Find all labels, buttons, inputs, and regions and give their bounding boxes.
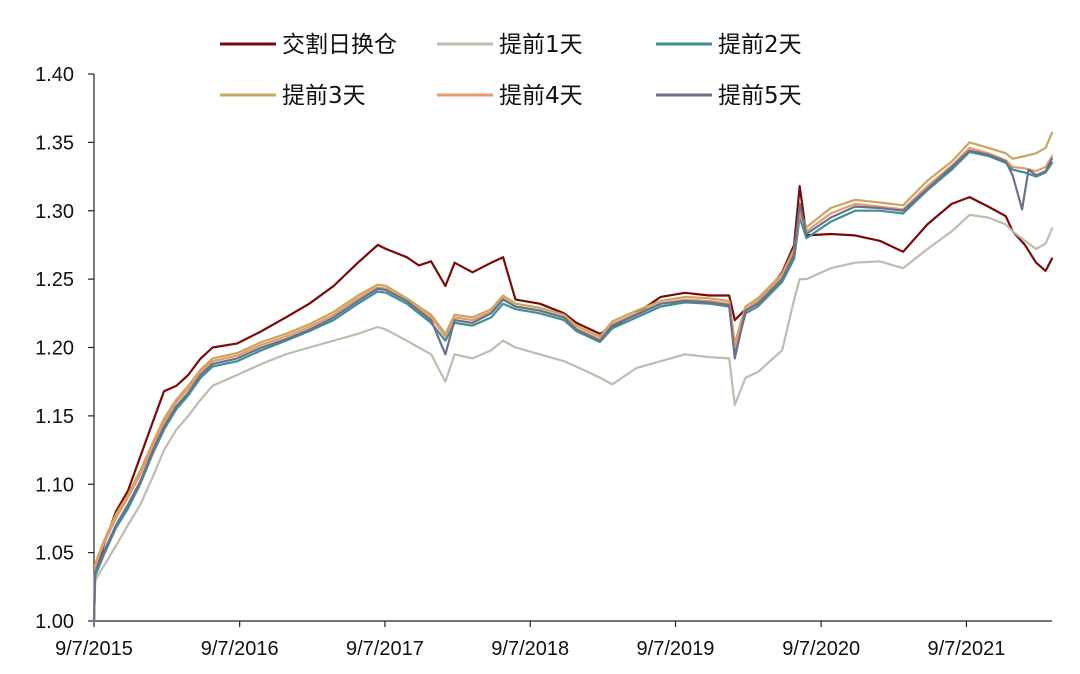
y-tick-label: 1.35 [35,132,74,154]
y-tick-label: 1.10 [35,474,74,496]
y-axis: 1.00 1.05 1.10 1.15 1.20 1.25 1.30 1.35 1.40 [35,64,95,633]
y-tick-label: 1.30 [35,201,74,223]
x-tick-label: 9/7/2021 [927,638,1005,660]
series-line-2 [92,213,1054,623]
y-tick-label: 1.05 [35,543,74,565]
legend-label: 提前1天 [499,32,583,58]
x-tick-label: 9/7/2015 [55,638,133,660]
legend-item: 提前4天 [437,83,583,109]
legend-label: 提前5天 [718,83,802,109]
y-tick-label: 1.00 [35,611,74,633]
y-tick-label: 1.20 [35,338,74,360]
legend-item: 提前1天 [437,32,583,58]
legend-label: 提前4天 [499,83,583,109]
x-axis: 9/7/2015 9/7/2016 9/7/2017 9/7/2018 9/7/2019… [55,620,1052,660]
legend-label: 提前2天 [718,32,802,58]
series-line-1 [92,185,1054,623]
legend-item: 交割日换仓 [220,32,397,58]
x-tick-label: 9/7/2020 [782,638,860,660]
plot-area [92,131,1054,623]
series-line-5 [92,146,1054,623]
legend-label: 交割日换仓 [282,32,397,58]
series-line-6 [92,149,1054,623]
y-tick-label: 1.40 [35,64,74,86]
x-tick-label: 9/7/2018 [491,638,569,660]
legend-item: 提前2天 [656,32,802,58]
x-tick-label: 9/7/2019 [637,638,715,660]
series-line-3 [92,150,1054,623]
y-tick-label: 1.15 [35,406,74,428]
y-tick-label: 1.25 [35,269,74,291]
x-tick-label: 9/7/2016 [201,638,279,660]
series-line-4 [92,131,1054,623]
legend-item: 提前3天 [220,83,366,109]
legend-label: 提前3天 [282,83,366,109]
legend-item: 提前5天 [656,83,802,109]
x-tick-label: 9/7/2017 [346,638,424,660]
